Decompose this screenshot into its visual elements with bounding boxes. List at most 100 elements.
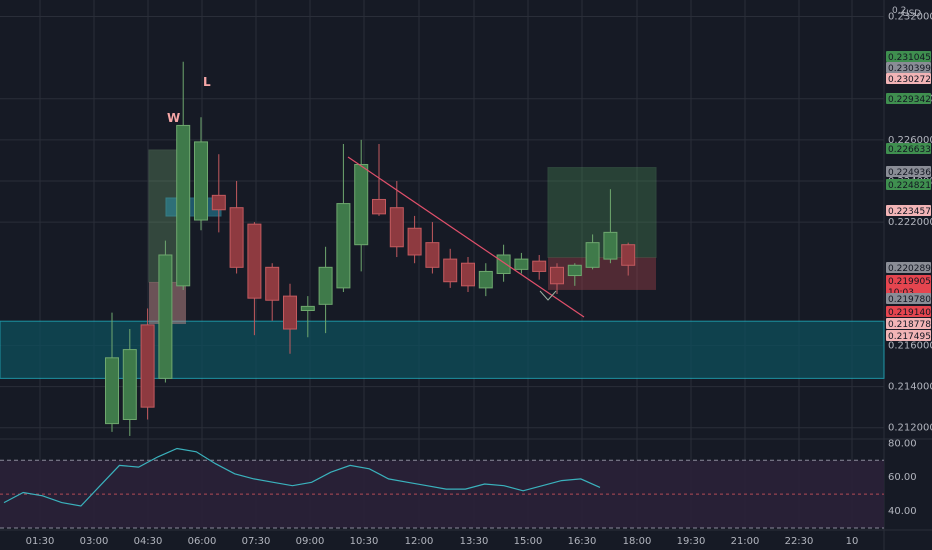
candle-body xyxy=(158,254,173,379)
price-tag-label: 0.22028943 xyxy=(888,264,932,274)
pattern-label-w: W xyxy=(167,111,180,125)
price-tag-label: 0.21990500 xyxy=(888,277,932,287)
price-tag-background xyxy=(886,293,931,304)
price-tag-label: 0.22345775 xyxy=(888,207,932,217)
time-tick-label: 10 xyxy=(846,536,859,547)
price-tag-background xyxy=(886,275,931,297)
rsi-band-fill xyxy=(0,460,884,528)
price-tag-background xyxy=(886,93,931,104)
chart-zones xyxy=(0,149,885,379)
price-tag-label: 0.23027282 xyxy=(888,75,932,85)
price-tick-label: 0.22200000 xyxy=(888,217,932,228)
candle-body xyxy=(247,223,262,299)
chart-drawings[interactable] xyxy=(347,156,585,318)
time-tick-label: 04:30 xyxy=(134,536,163,547)
stop-zone xyxy=(548,257,656,290)
candle-body xyxy=(354,164,369,246)
time-tick-label: 18:00 xyxy=(623,536,652,547)
corner-price-label: 0.2 xyxy=(892,6,906,16)
price-tag-background xyxy=(886,205,931,216)
time-tick-label: 15:00 xyxy=(514,536,543,547)
price-tag-background xyxy=(886,166,931,177)
candle-body xyxy=(514,258,529,270)
price-tag-label: 0.23039988 xyxy=(888,64,932,74)
time-tick-label: 19:30 xyxy=(677,536,706,547)
candle-body xyxy=(194,141,208,221)
price-tick-label: 0.21400000 xyxy=(888,382,932,393)
price-tags: 0.231045680.230399880.23027282 0.22934287… xyxy=(886,51,932,342)
price-tag-background xyxy=(886,179,931,190)
price-tick-label: 0.21200000 xyxy=(888,423,932,434)
price-tag-label: 0.21749583 xyxy=(888,332,932,342)
candle-body xyxy=(603,231,618,260)
candle-body xyxy=(389,207,404,248)
descending-trendline xyxy=(347,156,585,318)
candle-body xyxy=(176,124,191,287)
time-tick-label: 12:00 xyxy=(405,536,434,547)
candle-body xyxy=(478,270,493,289)
pattern-label-l: L xyxy=(203,75,211,89)
time-tick-label: 07:30 xyxy=(242,536,271,547)
pattern-labels: WL xyxy=(167,75,211,125)
candle-body xyxy=(265,266,280,301)
price-tag-background xyxy=(886,73,931,84)
price-tick-label: 0.22600000 xyxy=(888,135,932,146)
price-tag-label: 0.23104568 xyxy=(888,53,932,63)
candle-body xyxy=(496,254,511,274)
entry-marker xyxy=(539,290,557,301)
price-tag-background xyxy=(886,306,931,317)
time-tick-label: 09:00 xyxy=(296,536,325,547)
price-tag-label: 0.21978035 xyxy=(888,295,932,305)
price-tag-label: 0.21877857 xyxy=(888,320,932,330)
price-tag-background xyxy=(886,143,931,154)
candle-body xyxy=(283,295,297,330)
candle-body xyxy=(336,203,351,289)
price-tag-label: 0.22663394 xyxy=(888,145,932,155)
rsi-line xyxy=(3,447,601,507)
currency-label[interactable]: USD xyxy=(902,9,921,19)
rsi-tick-label: 80.00 xyxy=(888,438,917,449)
price-tag-label: 0.22934287 xyxy=(888,95,932,105)
price-tag-background xyxy=(886,62,931,73)
candle-body xyxy=(443,258,458,283)
time-tick-label: 16:30 xyxy=(568,536,597,547)
candle-body xyxy=(585,242,600,268)
time-tick-label: 21:00 xyxy=(731,536,760,547)
price-tag-background xyxy=(886,330,931,341)
time-tick-label: 13:30 xyxy=(460,536,489,547)
rsi-pane: 80.00 60.00 40.00 xyxy=(0,438,917,529)
candle-body xyxy=(122,349,137,420)
price-tag-label: 0.21914000 xyxy=(888,308,932,318)
candle-body xyxy=(318,266,333,305)
candle-body xyxy=(372,198,386,215)
price-tag-background xyxy=(886,318,931,329)
price-tag-background xyxy=(886,262,931,273)
candle-body xyxy=(425,242,440,268)
time-tick-label: 03:00 xyxy=(80,536,109,547)
time-tick-label: 06:00 xyxy=(188,536,217,547)
candle-body xyxy=(532,260,547,272)
candle-body xyxy=(567,264,582,277)
candle-body xyxy=(140,324,155,408)
candle-body xyxy=(300,305,315,312)
rsi-tick-label: 60.00 xyxy=(888,472,917,483)
rsi-tick-label: 40.00 xyxy=(888,506,917,517)
time-axis[interactable]: 01:30 03:00 04:30 06:00 07:30 09:00 10:30 12:00… xyxy=(26,536,859,547)
time-tick-label: 01:30 xyxy=(26,536,55,547)
candle-body xyxy=(105,357,119,425)
price-tag-background xyxy=(886,51,931,62)
candle-body xyxy=(229,207,244,268)
candle-body xyxy=(550,266,564,285)
price-tick-label: 0.21600000 xyxy=(888,340,932,351)
time-tick-label: 10:30 xyxy=(350,536,379,547)
candle-body xyxy=(461,262,475,287)
price-tag-label: 0.22482199 xyxy=(888,181,932,191)
candle-body xyxy=(407,227,422,256)
price-tick-label: 0.23200000 xyxy=(888,11,932,22)
candle-body xyxy=(211,194,226,211)
candle-series[interactable] xyxy=(105,61,636,436)
candle-body xyxy=(621,244,636,266)
target-zone xyxy=(547,167,657,258)
